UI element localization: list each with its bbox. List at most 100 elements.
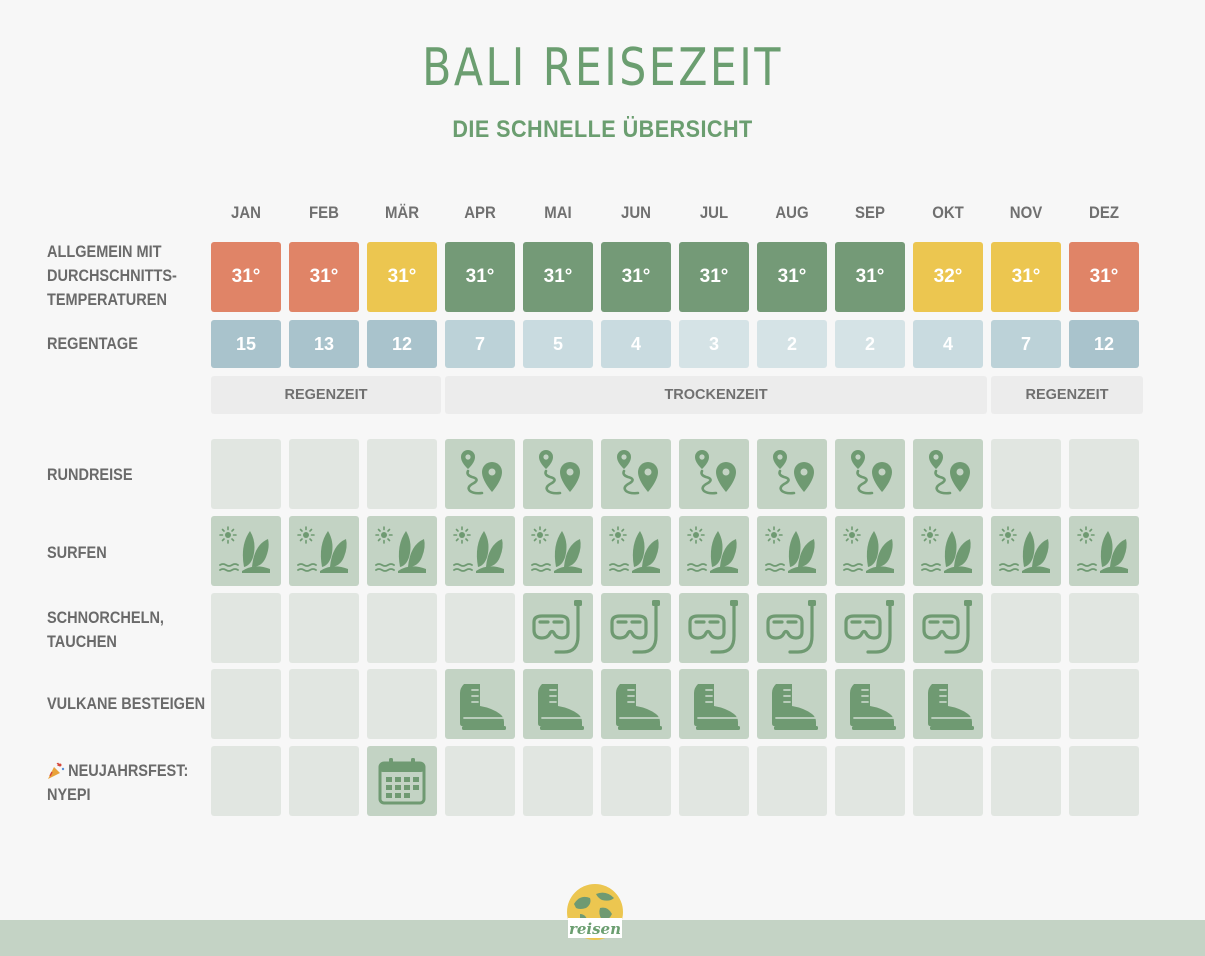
surfboard-beach-icon xyxy=(216,521,276,581)
nyepi-cell xyxy=(523,746,593,816)
vulkane-cell xyxy=(367,669,437,739)
nyepi-cell xyxy=(991,746,1061,816)
month-jul: JUL xyxy=(699,203,729,222)
month-aug: AUG xyxy=(775,203,809,222)
rain-days-cell: 2 xyxy=(835,320,905,368)
month-nov: NOV xyxy=(1009,203,1043,222)
surfboard-beach-icon xyxy=(528,521,588,581)
label-surfen: SURFEN xyxy=(47,544,107,562)
rain-days-cell: 12 xyxy=(367,320,437,368)
surfen-cell xyxy=(835,516,905,586)
snorkel-mask-icon xyxy=(684,598,744,658)
rundreise-cell xyxy=(757,439,827,509)
surfboard-beach-icon xyxy=(1074,521,1134,581)
surfen-cell xyxy=(445,516,515,586)
surfboard-beach-icon xyxy=(762,521,822,581)
route-pin-icon xyxy=(450,444,510,504)
nyepi-cell xyxy=(679,746,749,816)
rain-days-cell: 4 xyxy=(601,320,671,368)
rain-days-cell: 13 xyxy=(289,320,359,368)
temperature-cell: 31° xyxy=(445,242,515,312)
month-apr: APR xyxy=(464,203,496,222)
hiking-boot-icon xyxy=(762,674,822,734)
surfboard-beach-icon xyxy=(294,521,354,581)
label-schnorcheln: SCHNORCHELN, TAUCHEN xyxy=(47,609,164,651)
label-temperature: ALLGEMEIN MIT DURCHSCHNITTS- TEMPERATUREN xyxy=(47,243,177,309)
hiking-boot-icon xyxy=(840,674,900,734)
vulkane-cell xyxy=(835,669,905,739)
rundreise-cell xyxy=(913,439,983,509)
hiking-boot-icon xyxy=(684,674,744,734)
party-popper-icon xyxy=(48,762,65,779)
surfboard-beach-icon xyxy=(606,521,666,581)
rain-days-cell: 12 xyxy=(1069,320,1139,368)
schnorcheln-cell xyxy=(211,593,281,663)
month-mär: MÄR xyxy=(384,203,420,222)
rain-days-cell: 5 xyxy=(523,320,593,368)
vulkane-cell xyxy=(1069,669,1139,739)
surfen-cell xyxy=(289,516,359,586)
surfen-cell xyxy=(367,516,437,586)
surfen-cell xyxy=(523,516,593,586)
label-vulkane: VULKANE BESTEIGEN xyxy=(47,695,206,713)
schnorcheln-cell xyxy=(679,593,749,663)
month-okt: OKT xyxy=(932,203,964,222)
season-band: REGENZEIT xyxy=(991,376,1143,414)
route-pin-icon xyxy=(840,444,900,504)
season-band: REGENZEIT xyxy=(211,376,441,414)
vulkane-cell xyxy=(211,669,281,739)
page-title: BALI REISEZEIT xyxy=(422,38,783,98)
surfen-cell xyxy=(601,516,671,586)
rain-days-cell: 7 xyxy=(445,320,515,368)
month-feb: FEB xyxy=(309,203,339,222)
route-pin-icon xyxy=(684,444,744,504)
surfboard-beach-icon xyxy=(450,521,510,581)
temperature-cell: 31° xyxy=(523,242,593,312)
rain-days-cell: 2 xyxy=(757,320,827,368)
surfen-cell xyxy=(913,516,983,586)
route-pin-icon xyxy=(528,444,588,504)
snorkel-mask-icon xyxy=(840,598,900,658)
surfboard-beach-icon xyxy=(684,521,744,581)
nyepi-cell xyxy=(835,746,905,816)
route-pin-icon xyxy=(918,444,978,504)
nyepi-cell xyxy=(601,746,671,816)
hiking-boot-icon xyxy=(450,674,510,734)
page-subtitle: DIE SCHNELLE ÜBERSICHT xyxy=(452,116,753,143)
month-jan: JAN xyxy=(231,203,261,222)
surfen-cell xyxy=(1069,516,1139,586)
month-dez: DEZ xyxy=(1089,203,1119,222)
schnorcheln-cell xyxy=(523,593,593,663)
calendar-icon xyxy=(372,751,432,811)
vulkane-cell xyxy=(523,669,593,739)
nyepi-cell xyxy=(1069,746,1139,816)
logo-text: reisen xyxy=(568,920,622,938)
schnorcheln-cell xyxy=(289,593,359,663)
surfboard-beach-icon xyxy=(840,521,900,581)
surfboard-beach-icon xyxy=(996,521,1056,581)
label-nyepi: NEUJAHRSFEST: NYEPI xyxy=(47,762,189,804)
route-pin-icon xyxy=(762,444,822,504)
temperature-cell: 31° xyxy=(757,242,827,312)
schnorcheln-cell xyxy=(1069,593,1139,663)
temperature-cell: 32° xyxy=(913,242,983,312)
surfen-cell xyxy=(757,516,827,586)
temperature-cell: 31° xyxy=(289,242,359,312)
temperature-cell: 31° xyxy=(211,242,281,312)
nyepi-cell xyxy=(757,746,827,816)
vulkane-cell xyxy=(913,669,983,739)
schnorcheln-cell xyxy=(913,593,983,663)
hiking-boot-icon xyxy=(918,674,978,734)
temperature-cell: 31° xyxy=(991,242,1061,312)
rain-days-cell: 3 xyxy=(679,320,749,368)
rundreise-cell xyxy=(367,439,437,509)
temperature-cell: 31° xyxy=(601,242,671,312)
rundreise-cell xyxy=(523,439,593,509)
surfboard-beach-icon xyxy=(918,521,978,581)
surfen-cell xyxy=(991,516,1061,586)
schnorcheln-cell xyxy=(445,593,515,663)
vulkane-cell xyxy=(445,669,515,739)
hiking-boot-icon xyxy=(528,674,588,734)
vulkane-cell xyxy=(289,669,359,739)
temperature-cell: 31° xyxy=(367,242,437,312)
